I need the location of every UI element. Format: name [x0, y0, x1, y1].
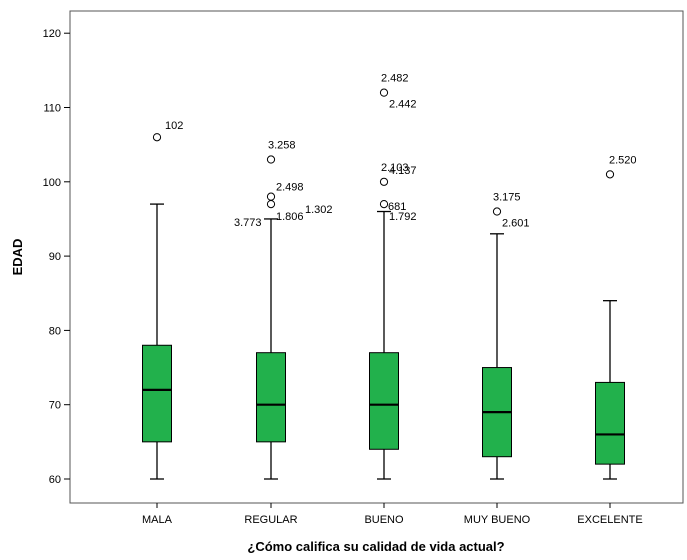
outlier-point	[605, 170, 615, 179]
outlier-point	[266, 192, 276, 201]
outlier-label: 2.520	[609, 154, 637, 166]
x-axis-title: ¿Cómo califica su calidad de vida actual…	[247, 539, 504, 554]
outlier-point	[152, 133, 162, 142]
iqr-box	[142, 344, 172, 443]
y-tick-label: 80	[49, 325, 61, 337]
outlier-label: 2.601	[502, 218, 530, 230]
x-tick-label: MUY BUENO	[464, 514, 531, 526]
box-excelente: 2.520	[595, 154, 637, 480]
outlier-label: 2.103	[381, 162, 409, 174]
iqr-box	[369, 352, 399, 450]
x-tick-label: EXCELENTE	[577, 514, 642, 526]
outlier-label: 2.482	[381, 73, 409, 85]
outlier-label: 2.442	[389, 99, 417, 111]
outlier-label: 1.302	[305, 204, 333, 216]
x-axis: MALA REGULAR BUENO MUY BUENO EXCELENTE	[142, 503, 643, 526]
outlier-label: 1.792	[389, 211, 417, 223]
outlier-point	[266, 199, 276, 209]
outlier-label: 102	[165, 120, 183, 132]
outlier-point	[492, 207, 502, 216]
y-tick-label: 100	[43, 177, 61, 189]
box-mala: 102	[142, 120, 183, 480]
x-tick-label: REGULAR	[244, 514, 297, 526]
box-muy-bueno: 3.175 2.601	[482, 192, 530, 480]
outlier-point	[379, 88, 389, 97]
outlier-point	[266, 155, 276, 164]
outlier-label: 681	[388, 201, 406, 213]
y-axis: 60 70 80 90 100 110 120	[43, 28, 70, 486]
y-tick-label: 110	[43, 103, 61, 115]
box-regular: 3.258 2.498 1.806 3.773 1.302	[234, 140, 333, 480]
outlier-point	[379, 199, 389, 209]
outlier-label: 2.498	[276, 182, 304, 194]
iqr-box	[595, 381, 625, 465]
iqr-box	[256, 352, 286, 443]
y-axis-title: EDAD	[10, 239, 25, 276]
boxes: 102 3.258 2.498 1.806 3.773 1.302 2.482 2.103 68…	[142, 73, 637, 480]
x-tick-label: BUENO	[364, 514, 404, 526]
outlier-label: 1.806	[276, 211, 304, 223]
outlier-label: 3.773	[234, 217, 262, 229]
y-tick-label: 90	[49, 251, 61, 263]
box-bueno: 2.482 2.103 681 2.442 4.137 1.792	[369, 73, 417, 480]
outlier-label: 4.137	[389, 165, 417, 177]
y-tick-label: 120	[43, 28, 61, 40]
y-tick-label: 60	[49, 474, 61, 486]
x-tick-label: MALA	[142, 514, 173, 526]
outlier-point	[379, 177, 389, 186]
outlier-label: 3.258	[268, 140, 296, 152]
outlier-label: 3.175	[493, 192, 521, 204]
y-tick-label: 70	[49, 400, 61, 412]
